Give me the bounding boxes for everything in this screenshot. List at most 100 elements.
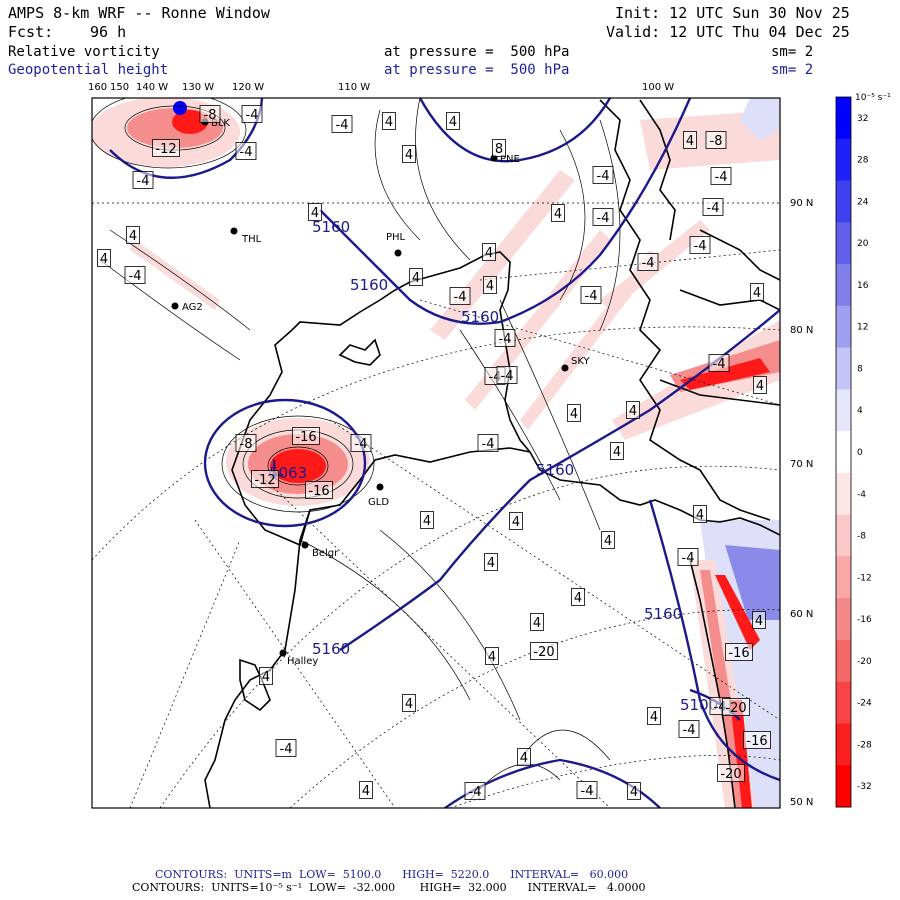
neg-vort-streak [130,240,220,310]
vorticity-label: -16 [308,484,329,499]
vorticity-label-box [126,226,140,244]
colorbar-tick: -24 [857,699,872,709]
vorticity-label: 4 [485,246,493,261]
vorticity-label-box [530,613,544,631]
vorticity-label-box [235,434,257,452]
vorticity-label-box [484,553,498,571]
vorticity-label-box [637,253,659,271]
vorticity-label: 4 [629,404,637,419]
vorticity-label-box [359,781,373,799]
colorbar: 10⁻⁵ s⁻¹ 32 28 24 20 16 12 8 4 0 -4 -8 -12 -16 -20 -24… [835,93,891,808]
colorbar-swatch [836,222,851,265]
station-label: AG2 [182,302,203,313]
colorbar-swatch [836,681,851,724]
vorticity-label-box [482,243,496,261]
vorticity-label-box [496,366,518,384]
height-label: 5160 [350,276,388,294]
vorticity-label-box [409,268,423,286]
station-label: GLD [368,497,389,508]
colorbar-tick: -16 [857,615,872,625]
colorbar-unit: 10⁻⁵ s⁻¹ [855,93,891,103]
vorticity-label: 4 [520,751,528,766]
vorticity-label: -4 [499,332,512,347]
vorticity-label-box [743,731,771,749]
vorticity-label-box [292,427,320,445]
vorticity-label-box [530,642,558,660]
field1-name: Relative vorticity [8,44,160,60]
vorticity-label-box [124,266,146,284]
vorticity-label: 4 [630,785,638,800]
vorticity-label-box [235,142,257,160]
height-label: 5160 [644,605,682,623]
vorticity-label-box [251,470,279,488]
colorbar-swatch [836,389,851,432]
colorbar-tick: 20 [857,239,869,249]
vorticity-label: 4 [488,650,496,665]
field1-smoothing: sm= 2 [771,44,814,60]
colorbar-swatch [836,556,851,599]
lon-label: 130 W [182,82,214,93]
vorticity-label-box [259,667,273,685]
vorticity-label: -4 [581,784,594,799]
neg-vort-core [172,110,208,134]
vorticity-label-box [627,782,641,800]
stations: BLK PNE THL PHL AG2 SKY GLD Belgr Halley [171,118,591,667]
vorticity-label-box [626,401,640,419]
vorticity-label-box [132,171,154,189]
vorticity-label: -8 [204,108,217,123]
graticule [92,202,780,808]
lat-label: 70 N [790,459,813,470]
vorticity-label-box [678,720,700,738]
vorticity-label-box [592,208,614,226]
vorticity-label-box [683,131,697,149]
vorticity-label: 4 [423,514,431,529]
vorticity-label: 4 [405,697,413,712]
vorticity-label: -4 [713,357,726,372]
station-label: Belgr [312,548,339,559]
height-label: 5160 [536,461,574,479]
longitude-labels: 160 150 140 W 130 W 120 W 110 W 100 W [88,82,674,93]
height-label: 5160 [312,218,350,236]
vorticity-label: 4 [262,670,270,685]
vorticity-label: 4 [487,556,495,571]
lon-label: 100 W [642,82,674,93]
vorticity-label-box [152,139,180,157]
colorbar-swatch [836,264,851,307]
vorticity-label-box [464,782,486,800]
vorticity-label: 4 [385,115,393,130]
colorbar-tick: -20 [857,657,872,667]
vorticity-label: -4 [454,290,467,305]
station-label: Halley [287,656,318,667]
vorticity-label: -4 [280,742,293,757]
vorticity-label: -4 [715,170,728,185]
colorbar-tick: 12 [857,323,868,333]
vorticity-label-box [241,105,263,123]
vorticity-label: 4 [755,614,763,629]
pos-vort-core [173,101,187,115]
field2-smoothing: sm= 2 [771,62,814,78]
lat-label: 60 N [790,609,813,620]
vorticity-label-box [567,404,581,422]
colorbar-tick: -32 [857,782,872,792]
vorticity-label: 4 [650,710,658,725]
forecast-hour: 96 h [90,23,127,41]
lon-label: 140 W [136,82,168,93]
station-marker [561,364,569,372]
vorticity-label-box [725,643,753,661]
vorticity-label-box [449,287,471,305]
vorticity-label: -4 [682,551,695,566]
vorticity-label: -20 [725,701,746,716]
vorticity-label-box [275,739,297,757]
vorticity-label: 4 [604,534,612,549]
height-contour [319,98,692,325]
lat-label: 90 N [790,198,813,209]
map-area: L BLK PNE THL PHL AG2 SKY GLD Belgr Hall… [92,98,780,808]
vorticity-label: 4 [696,508,704,523]
vorticity-label-box [382,112,396,130]
vorticity-label-box [610,442,624,460]
vorticity-label: 4 [405,148,413,163]
colorbar-tick: -28 [857,740,872,750]
vorticity-labels: -4 4 4 4 8 -4 -8 -8 -12 -4 -4 4 -4 -4 -4 4 -4 -4 4 -4 -4 4 4 -4… [97,105,771,800]
lat-label: 80 N [790,325,813,336]
vorticity-label-box [509,512,523,530]
